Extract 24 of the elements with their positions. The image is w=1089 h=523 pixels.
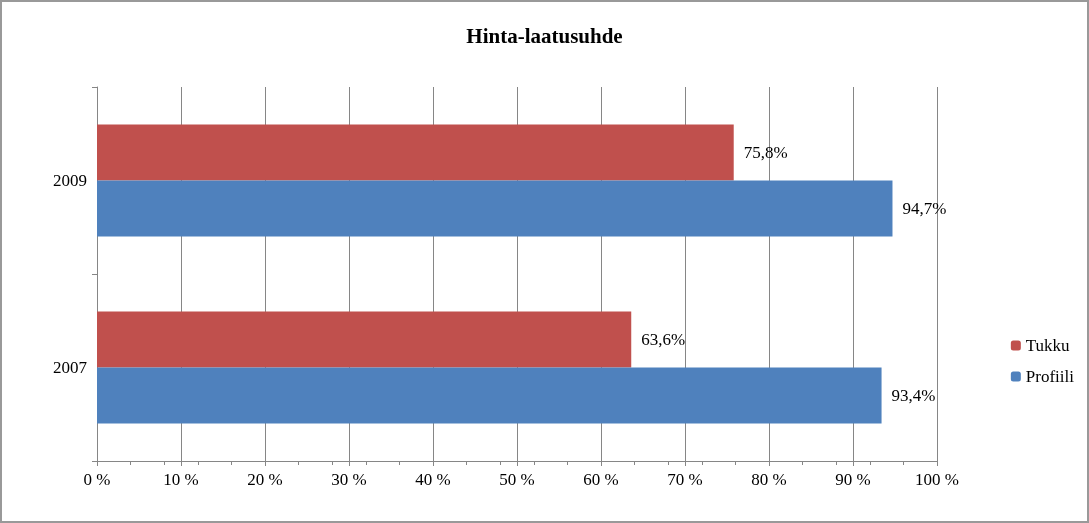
bar xyxy=(97,367,882,424)
x-tick-label: 90 % xyxy=(835,470,871,489)
y-tick-label: 2007 xyxy=(53,358,88,377)
x-tick-label: 50 % xyxy=(499,470,535,489)
bar xyxy=(97,180,893,237)
x-tick-label: 70 % xyxy=(667,470,703,489)
x-tick-label: 10 % xyxy=(163,470,199,489)
legend-label: Profiili xyxy=(1025,367,1075,386)
legend-label: Tukku xyxy=(1025,336,1071,355)
x-tick-label: 0 % xyxy=(83,470,111,489)
data-label: 94,7% xyxy=(902,199,947,219)
data-label: 63,6% xyxy=(641,329,686,349)
x-tick-label: 20 % xyxy=(247,470,283,489)
x-tick-label: 100 % xyxy=(915,470,959,489)
bar xyxy=(97,124,734,181)
data-label: 75,8% xyxy=(743,142,788,162)
x-tick-label: 40 % xyxy=(415,470,451,489)
y-tick-label: 2009 xyxy=(53,171,87,190)
data-label: 93,4% xyxy=(891,386,936,406)
x-tick-label: 80 % xyxy=(751,470,787,489)
x-tick-label: 60 % xyxy=(583,470,619,489)
bar xyxy=(97,311,632,368)
chart-title: Hinta-laatusuhde xyxy=(466,23,623,48)
x-tick-label: 30 % xyxy=(331,470,367,489)
